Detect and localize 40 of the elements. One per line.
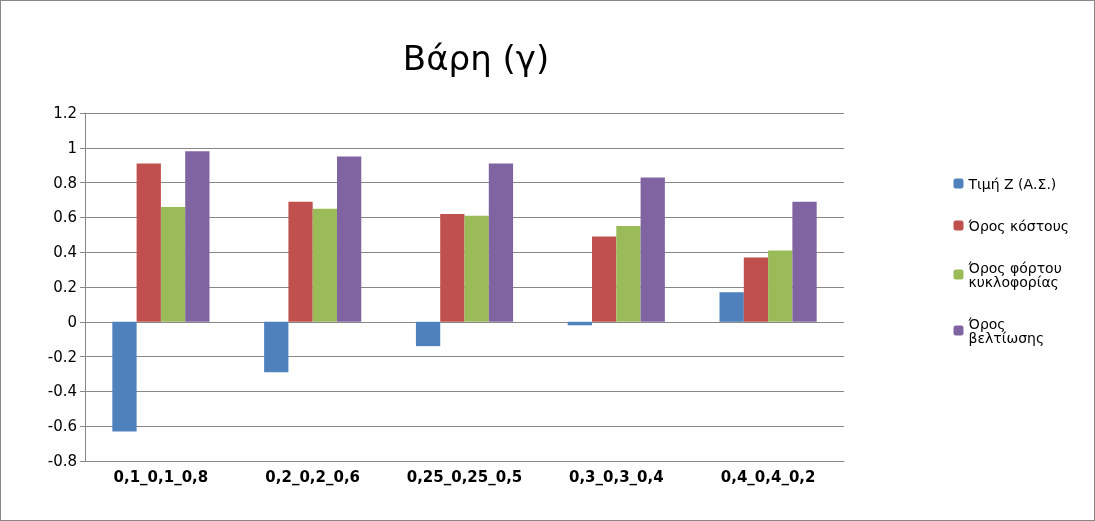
legend-label: Όρος βελτίωσης	[967, 315, 1045, 346]
x-tick-label: 0,2_0,2_0,6	[265, 467, 361, 486]
legend-label: Όρος κόστους	[967, 217, 1069, 234]
bar	[592, 236, 617, 322]
x-tick-label: 0,25_0,25_0,5	[406, 467, 523, 486]
bar	[160, 206, 186, 322]
bar	[719, 292, 744, 322]
bar	[743, 257, 769, 322]
x-tick-label: 0,1_0,1_0,8	[113, 467, 209, 486]
legend-label: Τιμή Z (Α.Σ.)	[967, 175, 1057, 192]
bar	[415, 321, 441, 347]
y-tick-label: -0.4	[47, 382, 77, 401]
bar	[464, 215, 489, 322]
y-tick-label: 0	[67, 312, 77, 331]
y-tick-label: -0.6	[47, 417, 77, 436]
bar	[264, 321, 289, 373]
bar	[616, 226, 641, 322]
bar	[312, 208, 337, 322]
bar	[768, 250, 793, 322]
bar	[336, 156, 362, 322]
y-tick-label: 1	[67, 138, 77, 157]
bar	[440, 213, 465, 322]
legend-label: Όρος φόρτου κυκλοφορίας	[967, 259, 1067, 290]
bar	[136, 163, 161, 322]
bar	[792, 201, 817, 322]
y-tick-label: -0.8	[47, 452, 77, 470]
bar	[185, 151, 210, 322]
bar	[640, 177, 665, 322]
bar	[288, 201, 313, 322]
x-tick-label: 0,3_0,3_0,4	[568, 467, 664, 486]
y-tick-label: 0.8	[53, 173, 77, 192]
y-tick-label: 1.2	[53, 104, 77, 122]
y-tick-label: 0.4	[53, 243, 77, 262]
y-tick-label: 0.6	[53, 208, 77, 227]
bar	[488, 163, 514, 322]
y-tick-label: 0.2	[53, 278, 77, 296]
y-tick-label: -0.2	[47, 347, 77, 366]
chart-title: Βάρη (γ)	[402, 38, 550, 78]
x-tick-label: 0,4_0,4_0,2	[720, 467, 816, 486]
bar	[112, 321, 137, 432]
